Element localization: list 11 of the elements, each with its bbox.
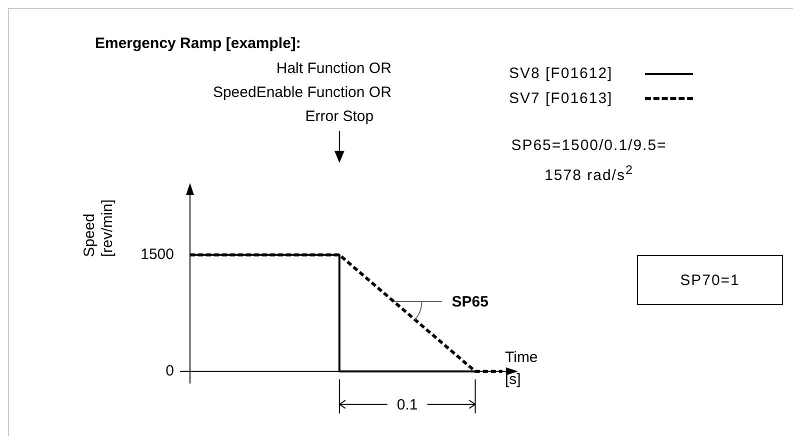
text: SP65=1500/0.1/9.5= 1578 rad/s$^{2}$ [510, 136, 668, 186]
legend-label: SV8 [F01612] [509, 65, 613, 82]
y-tick-label: 1500 [140, 246, 174, 264]
text: Halt Function OR SpeedEnable Function OR Error Stop [212, 60, 392, 125]
text: 0.1 [396, 396, 418, 414]
legend-label: SV7 [F01613] [509, 90, 613, 107]
annotation: SP65 [452, 293, 488, 310]
text: SP70=1 [637, 255, 783, 305]
y-axis-title: Speed [rev/min] [81, 198, 117, 257]
chart-title: Emergency Ramp [example]: [95, 35, 301, 52]
y-tick-label: 0 [166, 362, 174, 380]
